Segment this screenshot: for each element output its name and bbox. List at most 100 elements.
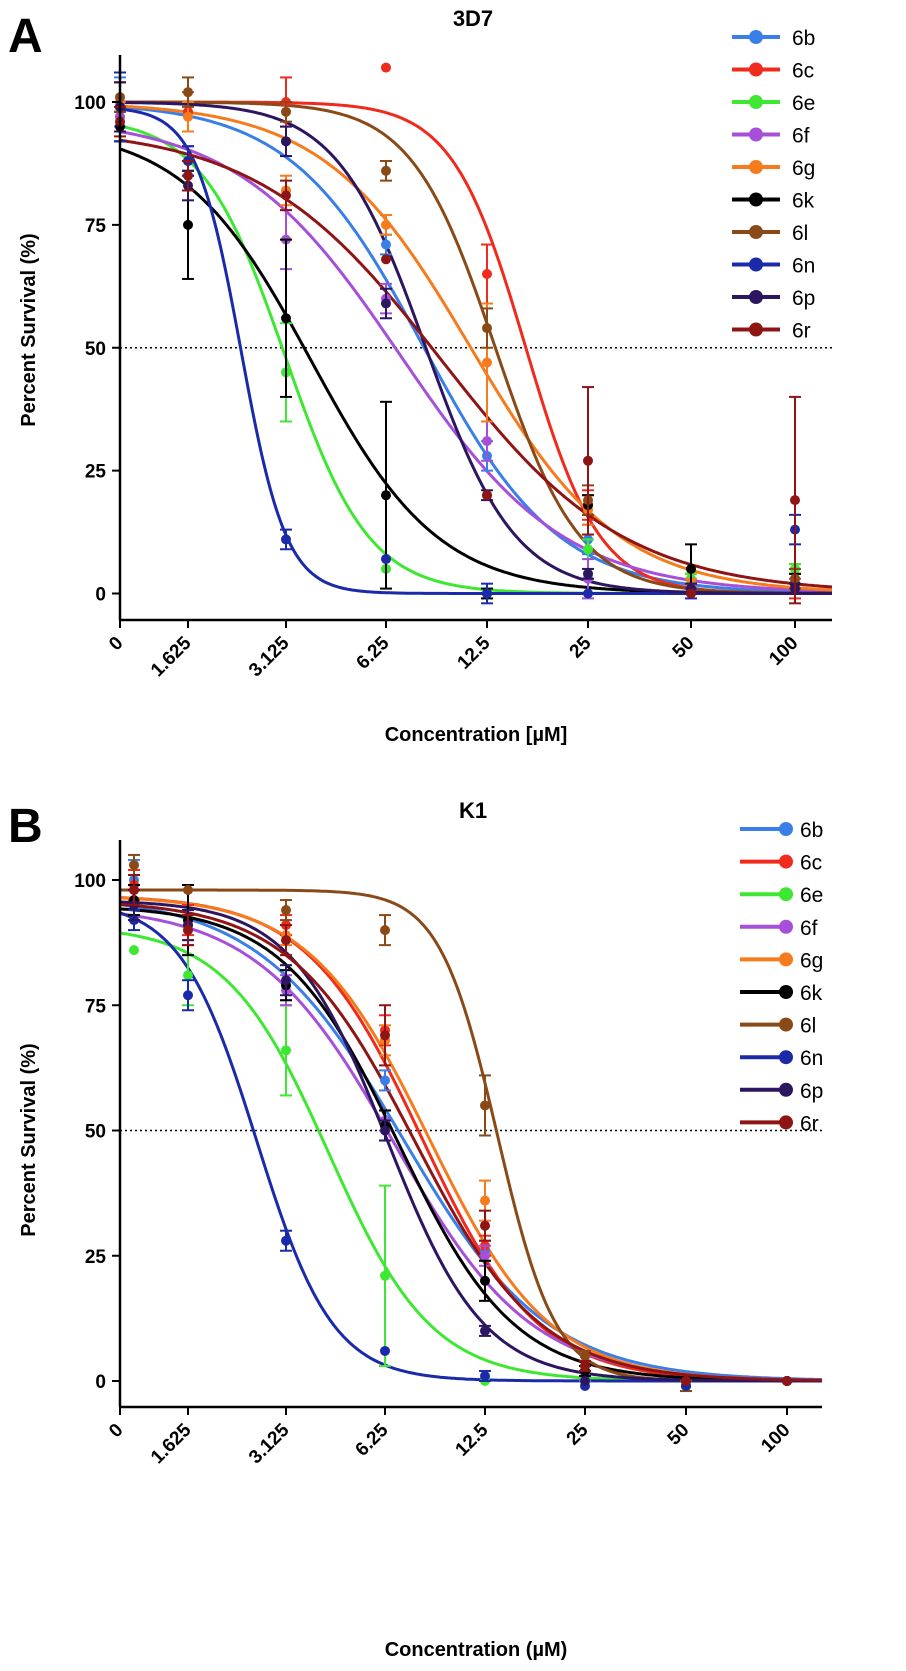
curve-6b [119, 105, 832, 594]
legend-label-6l: 6l [800, 1015, 816, 1038]
point-6k-1.625 [183, 219, 193, 230]
point-6l-12.5 [480, 1100, 490, 1111]
panel-a-legend: 6b 6c 6e 6f 6g 6k 6l 6n 6p 6r [732, 27, 815, 343]
legend-marker-6l [779, 1017, 793, 1032]
x-tick-label-3.125: 3.125 [245, 632, 294, 681]
point-6p-3.125 [281, 136, 291, 147]
point-6p-6.25 [381, 298, 391, 309]
legend-item-6r: 6r [732, 320, 811, 343]
x-tick-label-1.625: 1.625 [147, 632, 196, 681]
point-6k-6.25 [381, 490, 391, 501]
legend-marker-6c [749, 62, 763, 77]
point-6l-3.125 [281, 905, 291, 916]
legend-item-6k: 6k [740, 982, 823, 1005]
legend-marker-6l [749, 225, 763, 239]
point-6g-12.5 [482, 357, 492, 368]
panel-a-letter: A [8, 10, 43, 63]
curve-6k [119, 907, 822, 1383]
legend-label-6r: 6r [800, 1112, 819, 1135]
legend-label-6b: 6b [800, 819, 823, 842]
x-tick-label-100: 100 [765, 633, 802, 670]
x-tick-label-1.625: 1.625 [147, 1419, 196, 1468]
curve-6r [119, 138, 833, 589]
point-6b-6.25 [381, 239, 391, 250]
point-6l-12.5 [482, 323, 492, 334]
point-6g-1.625 [183, 111, 193, 122]
point-6r-3.125 [281, 190, 291, 201]
curve-6f [119, 130, 832, 593]
x-tick-label-25: 25 [566, 632, 596, 662]
legend-item-6g: 6g [740, 949, 823, 972]
legend-label-6f: 6f [792, 125, 810, 148]
point-6g-12.5 [480, 1195, 490, 1206]
panel-b-x-axis-label: Concentration (µM) [385, 1639, 568, 1661]
point-6r-1.625 [183, 170, 193, 181]
legend-label-6p: 6p [800, 1080, 823, 1103]
legend-label-6c: 6c [800, 852, 822, 875]
point-6l-6.25 [380, 925, 390, 936]
point-6r-12.5 [482, 490, 492, 501]
legend-item-6c: 6c [740, 852, 822, 875]
x-tick-label-100: 100 [757, 1420, 794, 1457]
point-6n-3.125 [281, 534, 291, 545]
legend-marker-6k [779, 985, 793, 999]
y-tick-label-75: 75 [85, 996, 107, 1017]
panel-a-x-axis-label: Concentration [µM] [385, 724, 568, 746]
legend-marker-6b [749, 30, 763, 44]
point-6p-25 [583, 568, 593, 579]
legend-item-6g: 6g [732, 157, 815, 180]
x-tick-label-6.25: 6.25 [353, 632, 394, 673]
curve-6g [119, 104, 833, 592]
legend-label-6c: 6c [792, 60, 814, 83]
x-tick-label-6.25: 6.25 [352, 1419, 393, 1460]
x-tick-label-0: 0 [105, 1420, 127, 1442]
legend-item-6b: 6b [740, 819, 823, 842]
curve-6e [119, 931, 822, 1383]
legend-marker-6p [779, 1082, 793, 1097]
curve-6e [119, 124, 832, 595]
panel-a-title: 3D7 [453, 6, 493, 31]
curve-6b [119, 903, 822, 1381]
point-6b-6.25 [380, 1075, 390, 1086]
y-tick-label-100: 100 [74, 871, 106, 892]
legend-marker-6k [749, 192, 763, 207]
point-6r-0 [129, 885, 139, 896]
legend-item-6e: 6e [740, 884, 823, 907]
x-tick-label-50: 50 [669, 633, 699, 663]
legend-marker-6r [749, 322, 763, 337]
y-tick-label-75: 75 [85, 216, 107, 237]
point-6e-1.625 [183, 970, 193, 981]
panel-a-plot: 0 25 50 75 100 0 1.625 3.125 6.25 12.5 25 50 100 [74, 55, 833, 681]
panel-b-letter: B [8, 800, 43, 853]
point-6f-12.5 [480, 1250, 490, 1261]
legend-item-6n: 6n [732, 255, 815, 278]
point-6n-12.5 [482, 588, 492, 599]
point-6r-1.625 [183, 925, 193, 936]
legend-item-6l: 6l [732, 222, 808, 245]
legend-item-6p: 6p [732, 287, 815, 310]
panel-a: A 3D7 Concentration [µM] Percent Surviva… [8, 6, 833, 746]
legend-item-6k: 6k [732, 190, 815, 213]
panel-b-y-axis-label: Percent Survival (%) [18, 1043, 40, 1236]
legend-item-6l: 6l [740, 1015, 816, 1038]
point-6r-50 [686, 588, 696, 599]
x-tick-label-50: 50 [664, 1420, 694, 1450]
curve-6n [119, 107, 832, 595]
x-tick-label-25: 25 [563, 1419, 593, 1449]
point-6k-50 [686, 563, 696, 574]
legend-marker-6f [749, 127, 763, 142]
panel-a-y-axis-label: Percent Survival (%) [18, 233, 40, 426]
legend-label-6g: 6g [792, 157, 815, 180]
legend-marker-6n [779, 1050, 793, 1065]
legend-item-6b: 6b [732, 27, 815, 50]
legend-label-6l: 6l [792, 222, 808, 245]
legend-marker-6r [779, 1115, 793, 1130]
legend-item-6f: 6f [732, 125, 810, 148]
legend-label-6k: 6k [800, 982, 823, 1005]
point-6p-12.5 [480, 1325, 490, 1336]
point-6k-12.5 [480, 1275, 490, 1286]
point-6l-0 [129, 859, 139, 870]
point-6e-3.125 [281, 1045, 291, 1056]
legend-item-6f: 6f [740, 917, 818, 940]
